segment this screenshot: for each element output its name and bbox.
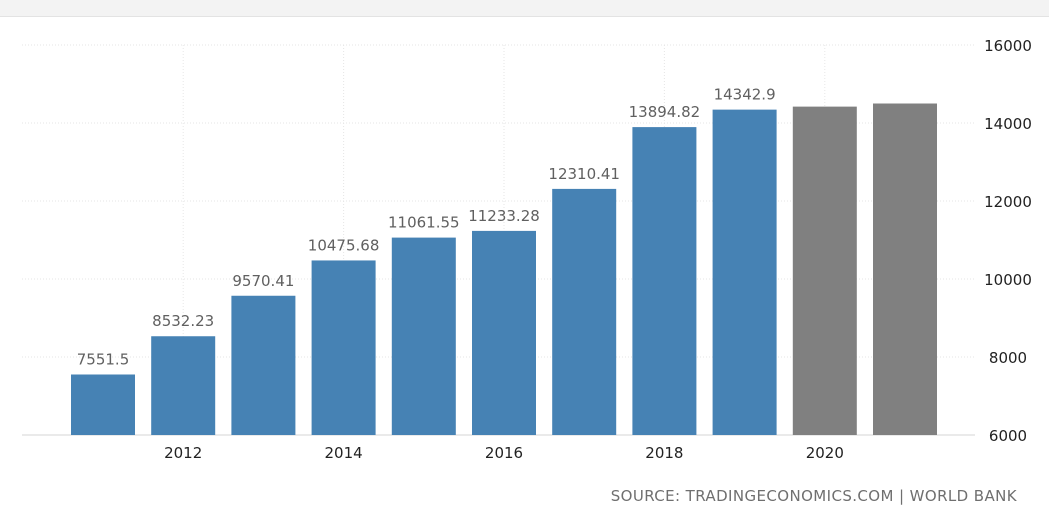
data-label-2017: 12310.41 (548, 165, 620, 183)
x-tick-label: 2016 (485, 444, 523, 462)
data-label-2012: 8532.23 (152, 312, 214, 330)
x-tick-label: 2012 (164, 444, 202, 462)
y-tick-label: 8000 (989, 349, 1027, 367)
bar-2016 (472, 230, 536, 435)
bars (71, 103, 937, 436)
x-tick-label: 2014 (325, 444, 363, 462)
x-axis: 2012 2014 2016 2018 2020 (164, 444, 844, 462)
y-tick-label: 6000 (989, 427, 1027, 445)
bar-2017 (552, 188, 617, 435)
top-bar (0, 0, 1049, 17)
data-labels: 7551.5 8532.23 9570.41 10475.68 11061.55 1123… (77, 86, 776, 369)
source-credit: SOURCE: TRADINGECONOMICS.COM | WORLD BAN… (610, 487, 1017, 505)
data-label-2011: 7551.5 (77, 350, 130, 368)
bar-2013 (231, 295, 296, 435)
y-tick-label: 16000 (984, 37, 1032, 55)
bar-2018 (632, 127, 697, 435)
data-label-2014: 10475.68 (308, 236, 380, 254)
y-tick-label: 10000 (984, 271, 1032, 289)
bar-2019 (712, 109, 777, 436)
x-tick-label: 2018 (645, 444, 683, 462)
y-axis: 6000 8000 10000 12000 14000 16000 (984, 37, 1032, 445)
data-label-2015: 11061.55 (388, 214, 460, 232)
data-label-2019: 14342.9 (714, 86, 776, 104)
y-tick-label: 12000 (984, 193, 1032, 211)
x-tick-label: 2020 (806, 444, 844, 462)
bar-2011 (71, 374, 135, 435)
y-tick-label: 14000 (984, 115, 1032, 133)
bar-2015 (391, 237, 456, 435)
bar-2012 (151, 336, 216, 435)
data-label-2013: 9570.41 (232, 272, 294, 290)
data-label-2018: 13894.82 (629, 103, 701, 121)
bar-2014 (311, 260, 376, 435)
bar-2020 (792, 106, 857, 436)
bar-2021 (873, 103, 937, 435)
data-label-2016: 11233.28 (468, 207, 540, 225)
